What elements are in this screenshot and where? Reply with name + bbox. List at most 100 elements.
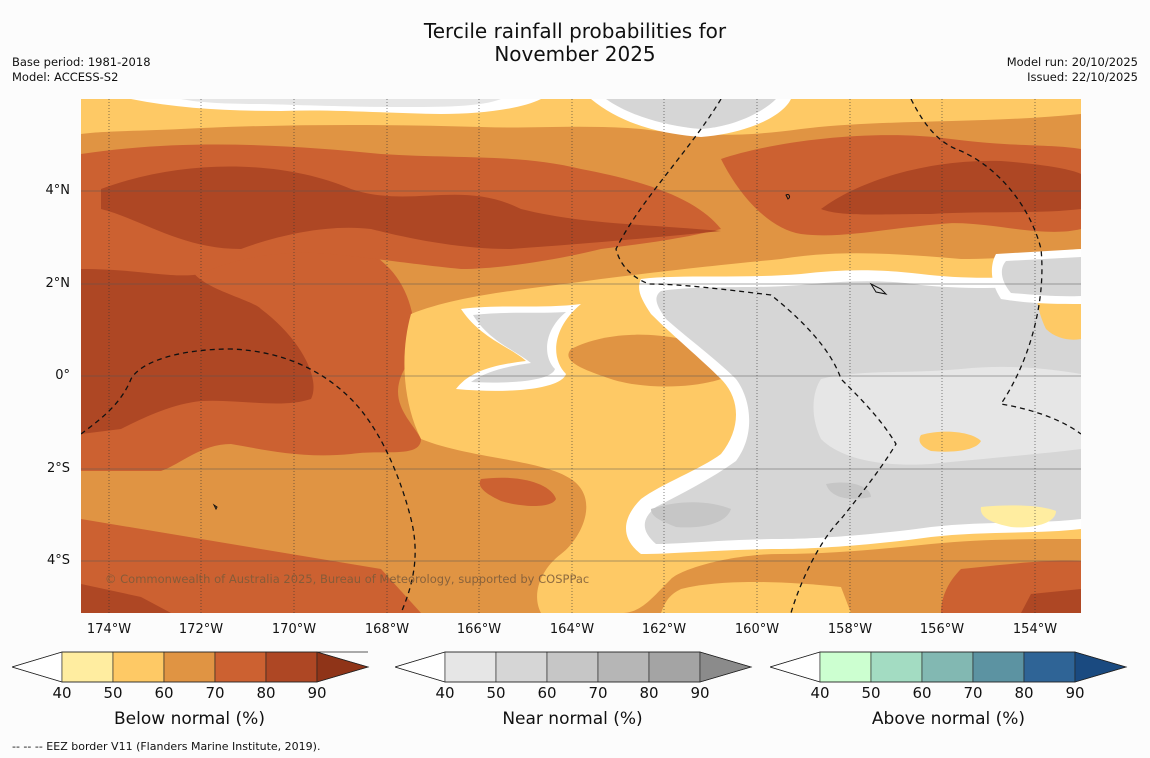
cb-near-tick-60: 60 [537, 684, 557, 702]
region-near-40-north [181, 99, 501, 107]
cb-below-5 [265, 651, 318, 683]
lon-label-162w: 162°W [641, 622, 687, 637]
cb-above-tick-50: 50 [861, 684, 881, 702]
colorbar-above [770, 651, 1130, 683]
cb-above-outline [770, 651, 1128, 683]
model-run: Model run: 20/10/2025 [1006, 55, 1138, 69]
cb-below-tick-70: 70 [205, 684, 225, 702]
map-title: Tercile rainfall probabilities for Novem… [0, 20, 1150, 66]
meta-left: Base period: 1981-2018 Model: ACCESS-S2 [12, 55, 151, 85]
cb-above-tick-70: 70 [963, 684, 983, 702]
region-below-70-sw [81, 519, 421, 613]
lon-label-172w: 172°W [178, 622, 224, 637]
eez-borders [81, 99, 1081, 613]
latitude-lines [81, 190, 1081, 562]
cb-below-0 [12, 651, 63, 683]
region-below-80-north [101, 166, 721, 249]
cb-above-tick-40: 40 [810, 684, 830, 702]
region-below-80-ne [821, 160, 1081, 215]
region-near-50-ne [1001, 257, 1081, 297]
lon-label-170w: 170°W [271, 622, 317, 637]
cb-below-tick-80: 80 [256, 684, 276, 702]
lon-label-168w: 168°W [364, 622, 410, 637]
copyright-text: © Commonwealth of Australia 2025, Bureau… [105, 572, 589, 586]
region-below-80-sw [81, 584, 171, 613]
lon-label-164w: 164°W [549, 622, 595, 637]
cb-near-3 [546, 651, 599, 683]
region-near-50-west [471, 312, 566, 383]
region-below-50-east-spot [919, 431, 981, 452]
lon-label-174w: 174°W [86, 622, 132, 637]
region-below-50-south [661, 582, 851, 613]
region-below-60-central [568, 334, 724, 387]
issued-date: Issued: 22/10/2025 [1027, 70, 1138, 84]
cb-below-tick-50: 50 [103, 684, 123, 702]
region-near-50-north [606, 99, 776, 129]
cb-below-outline [12, 651, 370, 683]
cb-near-tick-50: 50 [486, 684, 506, 702]
cb-above-4 [972, 651, 1025, 683]
cb-below-tick-40: 40 [52, 684, 72, 702]
cb-near-0 [395, 651, 446, 683]
cb-above-tick-80: 80 [1014, 684, 1034, 702]
cb-above-tick-60: 60 [912, 684, 932, 702]
cb-below-3 [163, 651, 216, 683]
cb-near-tick-70: 70 [588, 684, 608, 702]
meta-right: Model run: 20/10/2025 Issued: 22/10/2025 [1007, 55, 1138, 85]
colorbar-above-swatches [770, 651, 1128, 683]
cb-below-4 [214, 651, 267, 683]
colorbar-below-title: Below normal (%) [114, 709, 265, 729]
cb-above-tick-90: 90 [1065, 684, 1085, 702]
cb-above-0 [770, 651, 821, 683]
colorbar-near-swatches [395, 651, 753, 683]
lon-label-154w: 154°W [1012, 622, 1058, 637]
cb-near-2 [495, 651, 548, 683]
lon-label-156w: 156°W [919, 622, 965, 637]
base-period: Base period: 1981-2018 [12, 55, 151, 69]
lon-label-158w: 158°W [827, 622, 873, 637]
forecast-map: © Commonwealth of Australia 2025, Bureau… [81, 99, 1081, 613]
cb-near-tick-80: 80 [639, 684, 659, 702]
lon-label-160w: 160°W [734, 622, 780, 637]
title-line-1: Tercile rainfall probabilities for [423, 19, 727, 43]
colorbar-near-title: Near normal (%) [502, 709, 643, 729]
lat-label-2s: 2°S [46, 461, 70, 476]
cb-below-tick-90: 90 [307, 684, 327, 702]
eez-footnote: -- -- -- EEZ border V11 (Flanders Marine… [12, 740, 321, 753]
cb-below-6 [316, 651, 370, 683]
cb-near-1 [444, 651, 497, 683]
region-near-60-spot [651, 502, 731, 528]
colorbar-above-title: Above normal (%) [871, 709, 1026, 729]
cb-above-2 [870, 651, 923, 683]
cb-above-6 [1074, 651, 1128, 683]
islands [212, 194, 888, 511]
cb-near-tick-90: 90 [690, 684, 710, 702]
cb-above-3 [921, 651, 974, 683]
title-line-2: November 2025 [494, 42, 656, 66]
region-below-70-spot [479, 477, 556, 506]
cb-below-2 [112, 651, 165, 683]
cb-near-4 [597, 651, 650, 683]
cb-near-6 [699, 651, 753, 683]
region-below-40-east [980, 505, 1056, 528]
model-name: Model: ACCESS-S2 [12, 70, 119, 84]
region-near-40-east [813, 366, 1081, 465]
lat-label-4n: 4°N [45, 183, 71, 198]
cb-above-1 [819, 651, 872, 683]
colorbar-below [12, 651, 372, 683]
cb-below-tick-60: 60 [154, 684, 174, 702]
colorbar-near [395, 651, 755, 683]
map-canvas: © Commonwealth of Australia 2025, Bureau… [81, 99, 1081, 613]
lat-label-4s: 4°S [46, 553, 70, 568]
lon-label-166w: 166°W [456, 622, 502, 637]
colorbar-below-swatches [12, 651, 370, 683]
cb-below-1 [61, 651, 114, 683]
cb-near-5 [648, 651, 701, 683]
cb-near-outline [395, 651, 753, 683]
region-below-80-se [1021, 589, 1081, 613]
lat-label-0: 0° [55, 368, 70, 383]
cb-above-5 [1023, 651, 1076, 683]
lat-label-2n: 2°N [45, 276, 71, 291]
region-below-80-west [81, 249, 314, 434]
cb-near-tick-40: 40 [435, 684, 455, 702]
